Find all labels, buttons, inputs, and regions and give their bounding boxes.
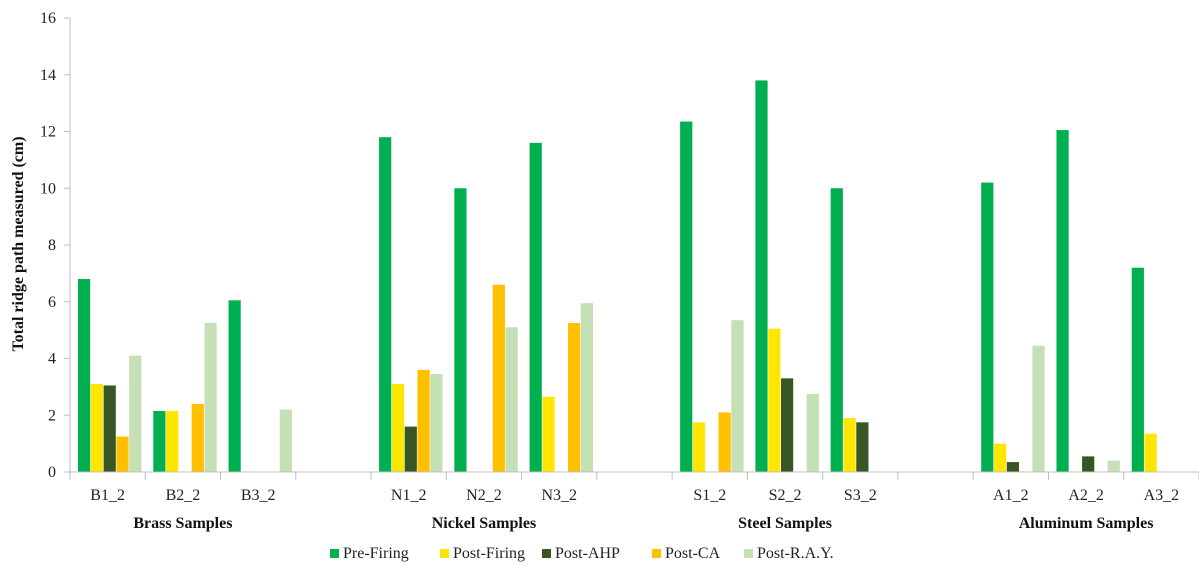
x-tick-label: N3_2 [541,487,577,504]
bar-post-firing-s1-2 [692,422,706,472]
bar-post-firing-a1-2 [994,443,1007,473]
bar-post-ca-n3-2 [568,323,581,472]
legend-swatch [440,549,449,558]
group-label: Brass Samples [133,515,232,532]
y-tick-label: 12 [40,124,56,141]
bar-pre-firing-s2-2 [755,80,768,473]
legend-swatch [744,549,753,558]
bar-post-r-a-y-b1-2 [129,355,142,472]
group-label: Nickel Samples [432,515,536,532]
x-axis: B1_2 B2_2 B3_2 N1_2 N2_2 N3_2 S1_2 S2_2 S3_2 A1_2… [69,471,1199,504]
legend-swatch [330,549,339,558]
bar-post-firing-n1-2 [391,384,405,472]
y-tick-label: 4 [48,351,56,368]
bar-pre-firing-s1-2 [680,121,693,472]
group-label: Aluminum Samples [1019,515,1154,532]
y-tick-label: 14 [40,67,56,84]
bar-post-firing-b1-2 [90,384,103,472]
x-tick-label: B1_2 [90,487,125,504]
bar-post-ahp-n1-2 [404,426,417,472]
bar-post-firing-s3-2 [843,418,856,472]
bar-pre-firing-b1-2 [78,279,91,472]
bar-post-r-a-y-b3-2 [279,409,292,472]
bar-post-firing-s2-2 [768,328,781,472]
legend-entry: Pre-Firing [343,545,409,562]
bar-pre-firing-n3-2 [529,142,542,472]
bar-pre-firing-a3-2 [1131,267,1144,472]
bar-pre-firing-b2-2 [153,410,166,472]
bar-post-ca-n2-2 [492,284,505,472]
bar-post-ahp-s2-2 [781,378,794,472]
y-tick-label: 10 [40,180,56,197]
bar-pre-firing-a1-2 [981,182,994,472]
bar-post-r-a-y-n3-2 [580,303,593,472]
bars [78,80,1157,473]
bar-post-r-a-y-n1-2 [430,374,443,472]
bar-post-ahp-a1-2 [1006,462,1019,472]
y-tick-label: 16 [40,10,56,27]
x-tick-label: S2_2 [769,487,802,504]
legend-entry: Post-AHP [555,545,620,562]
group-labels: Brass Samples Nickel Samples Steel Samples… [133,515,1153,532]
bar-post-r-a-y-s2-2 [806,393,819,472]
x-tick-label: B2_2 [166,487,201,504]
bar-post-ca-s1-2 [718,412,731,472]
x-tick-label: A3_2 [1144,487,1180,504]
x-tick-label: S1_2 [693,487,726,504]
bar-post-firing-a3-2 [1144,433,1157,472]
x-tick-label: N1_2 [391,487,427,504]
bar-post-r-a-y-n2-2 [505,327,518,472]
bar-pre-firing-a2-2 [1056,130,1069,472]
x-tick-label: S3_2 [844,487,877,504]
bar-pre-firing-n2-2 [454,188,467,472]
bar-post-ahp-s3-2 [856,422,869,472]
legend-entry: Post-CA [665,545,721,562]
bar-post-ca-b2-2 [191,403,204,472]
y-axis: 0 2 4 6 8 10 12 14 16 [40,10,71,481]
x-tick-label: A1_2 [993,487,1029,504]
x-tick-label: B3_2 [241,487,276,504]
bar-post-ahp-a2-2 [1082,456,1095,472]
legend-swatch [542,549,551,558]
y-tick-label: 0 [48,464,56,481]
bar-post-r-a-y-a2-2 [1107,460,1120,472]
bar-post-r-a-y-b2-2 [204,323,217,472]
legend-swatch [652,549,661,558]
bar-post-ahp-b1-2 [103,385,116,472]
legend-entry: Post-Firing [453,545,525,562]
bar-post-r-a-y-s1-2 [731,320,744,472]
bar-post-ca-n1-2 [417,369,430,472]
bar-pre-firing-b3-2 [228,300,241,472]
bar-pre-firing-s3-2 [830,188,843,472]
x-tick-label: A2_2 [1068,487,1104,504]
group-label: Steel Samples [738,515,832,532]
bar-post-firing-b2-2 [166,410,179,472]
x-tick-label: N2_2 [466,487,502,504]
y-tick-label: 2 [48,407,56,424]
bar-pre-firing-n1-2 [379,137,392,473]
y-axis-label: Total ridge path measured (cm) [10,136,27,351]
legend: Pre-Firing Post-Firing Post-AHP Post-CA Post… [330,545,834,562]
bar-post-ca-b1-2 [116,436,129,472]
legend-entry: Post-R.A.Y. [757,545,834,562]
y-tick-label: 6 [48,294,56,311]
bar-post-r-a-y-a1-2 [1032,345,1045,472]
y-tick-label: 8 [48,237,56,254]
bar-post-firing-n3-2 [542,396,555,472]
